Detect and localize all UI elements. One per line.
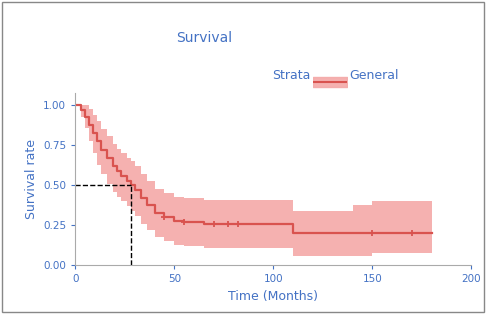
Y-axis label: Survival rate: Survival rate: [25, 139, 37, 219]
Text: Survival: Survival: [176, 31, 232, 46]
Text: Strata: Strata: [273, 69, 311, 82]
X-axis label: Time (Months): Time (Months): [228, 290, 318, 303]
Text: General: General: [349, 69, 399, 82]
